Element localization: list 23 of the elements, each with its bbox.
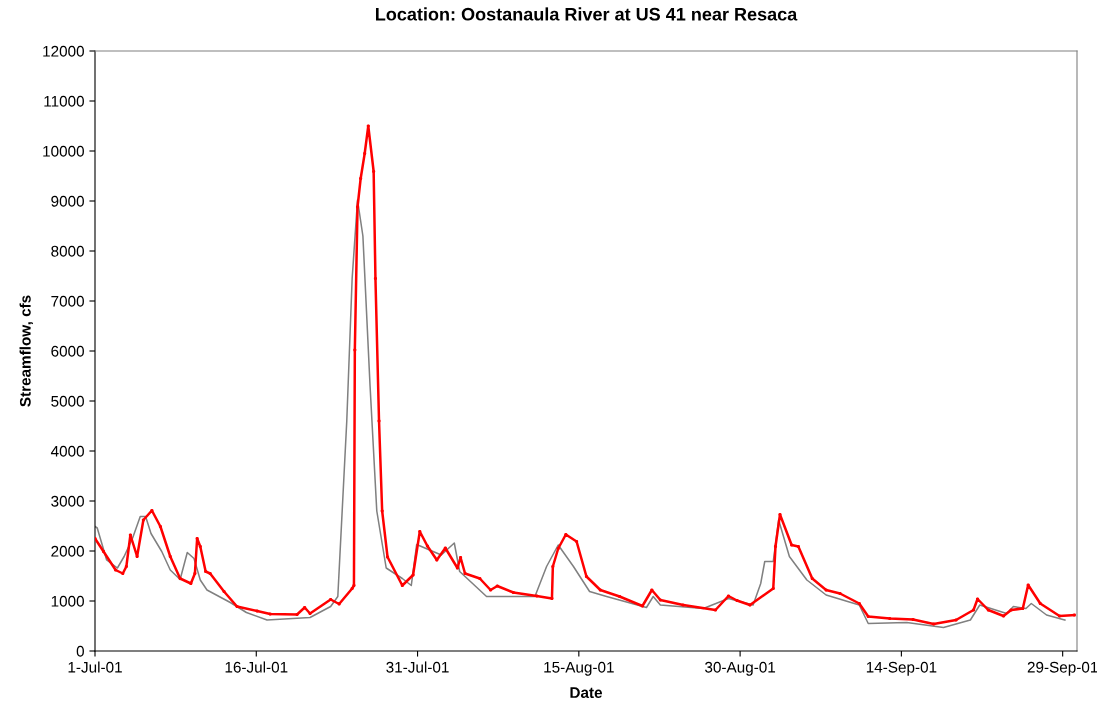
y-tick-label: 1000 (51, 595, 84, 607)
y-tick-label: 6000 (51, 345, 84, 357)
y-tick-label: 10000 (43, 145, 84, 157)
y-tick-label: 4000 (50, 445, 84, 457)
y-tick-label: 9000 (51, 195, 84, 207)
y-tick-label: 8000 (51, 245, 84, 257)
y-tick-label: 2000 (51, 545, 84, 557)
x-tick-label: 31-Jul-01 (386, 661, 449, 673)
y-tick-label: 5000 (51, 395, 84, 407)
x-tick-label: 14-Sep-01 (866, 661, 937, 676)
y-tick-label: 11000 (44, 95, 84, 107)
y-tick-label: 12000 (43, 45, 84, 57)
y-tick-label: 0 (76, 645, 84, 657)
y-tick-label: 7000 (51, 295, 84, 307)
y-tick-label: 3000 (51, 495, 84, 507)
chart-title: Location: Oostanaula River at US 41 near Resaca (376, 7, 798, 21)
x-axis-title: Date (570, 687, 603, 698)
y-axis-title: Streamflow, cfs (19, 295, 33, 407)
x-tick-label: 15-Aug-01 (544, 661, 614, 676)
x-tick-label: 30-Aug-01 (705, 661, 776, 676)
x-tick-label: 1-Jul-01 (68, 661, 122, 673)
x-tick-label: 16-Jul-01 (225, 661, 288, 673)
x-tick-label: 29-Sep-01 (1027, 661, 1097, 676)
